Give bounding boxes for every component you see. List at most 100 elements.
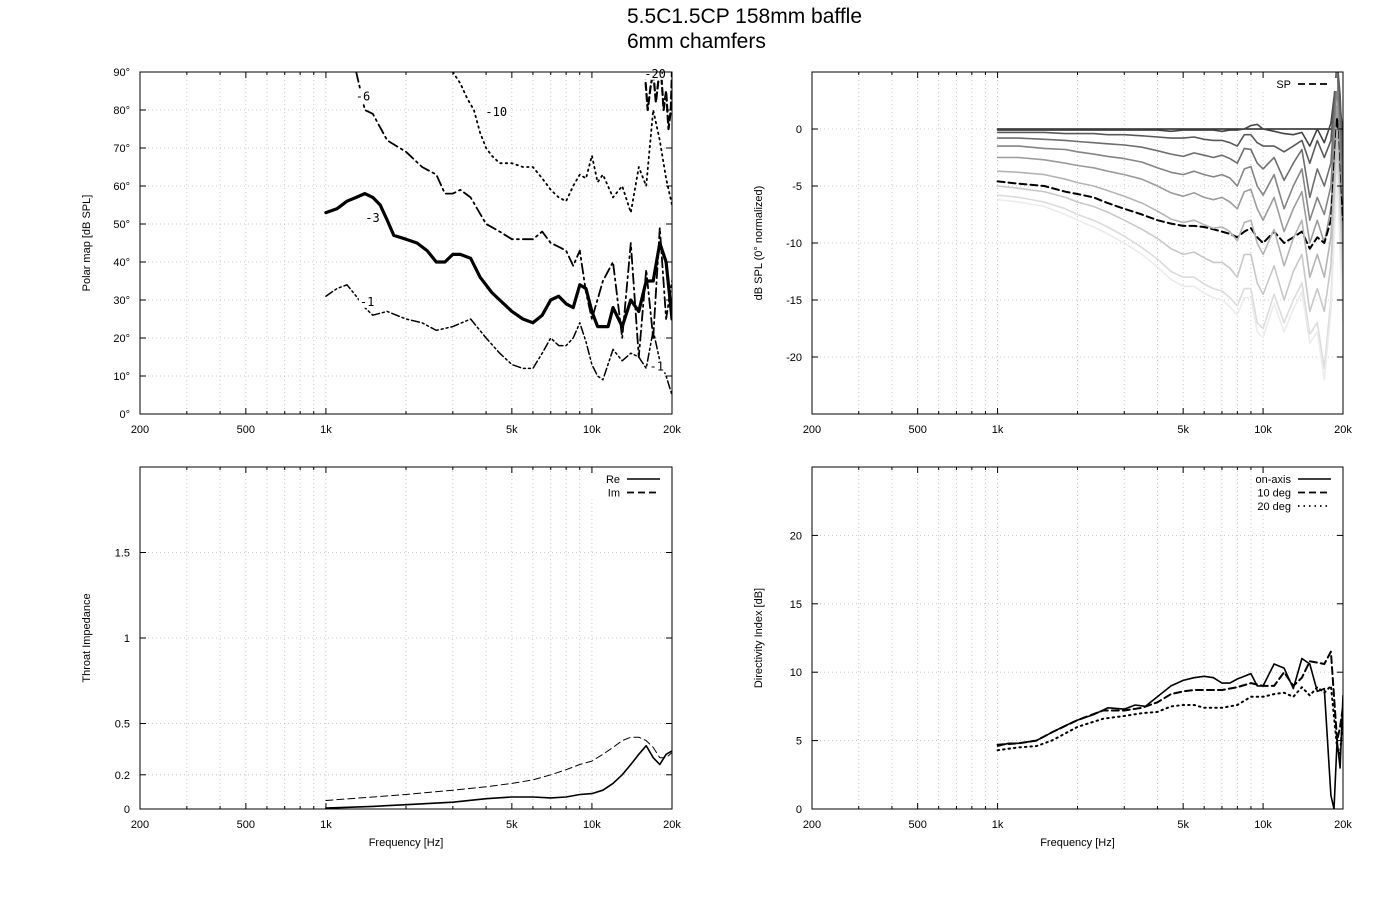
contour-label-bg: [484, 105, 509, 118]
spl-series-SP: [996, 116, 1343, 250]
di-frame: [811, 466, 1344, 810]
impedance-legend: Re Im: [582, 473, 666, 500]
legend-label: 10 deg: [1257, 488, 1291, 500]
x-tick-label: 10k: [583, 424, 601, 436]
x-tick-label: 5k: [506, 819, 518, 831]
contour-label-bg: [648, 360, 666, 373]
legend-label: SP: [1276, 79, 1291, 91]
y-tick-label: 1.5: [115, 548, 130, 560]
y-tick-label: 20°: [113, 333, 130, 345]
y-tick-label: 0: [124, 804, 130, 816]
y-tick-label: 20: [790, 530, 802, 542]
x-tick-label: 5k: [1177, 424, 1189, 436]
x-tick-label: 200: [803, 819, 821, 831]
x-tick-label: 5k: [506, 424, 518, 436]
chart-title-line-1: 5.5C1.5CP 158mm baffle: [627, 5, 863, 28]
x-tick-label: 10k: [583, 819, 601, 831]
spl-series-60: [996, 128, 1343, 278]
spl-series-50: [996, 105, 1343, 244]
polar-frame: [139, 71, 673, 415]
y-tick-label: 80°: [113, 105, 130, 117]
y-tick-label: 5: [796, 736, 802, 748]
x-tick-label: 200: [131, 819, 149, 831]
legend-bg: [582, 473, 666, 486]
spl-series-30: [996, 72, 1343, 199]
y-tick-label: 10: [790, 667, 802, 679]
y-tick-label: 1: [124, 633, 130, 645]
spl-series-80: [996, 162, 1343, 370]
y-tick-label: 60°: [113, 181, 130, 193]
spl-legend: SP: [1253, 78, 1337, 91]
polar-series: [324, 72, 672, 396]
x-tick-label: 5k: [1177, 819, 1189, 831]
impedance-series: [325, 736, 672, 809]
spl-series-10: [996, 72, 1343, 147]
di-series-10 deg: [996, 650, 1343, 746]
y-tick-label: 40°: [113, 257, 130, 269]
x-tick-label: 20k: [663, 424, 681, 436]
contour-label: -1: [650, 359, 664, 373]
spl-series-90: [996, 173, 1343, 381]
x-tick-label: 500: [908, 424, 926, 436]
contour-label: -6: [356, 90, 370, 104]
x-tick-label: 20k: [1334, 819, 1352, 831]
legend-bg: [1253, 78, 1337, 91]
y-tick-label: -10: [786, 238, 802, 250]
contour-label: -10: [485, 105, 507, 119]
di-series: [996, 650, 1343, 809]
x-tick-label: 10k: [1254, 819, 1272, 831]
legend-label: 20 deg: [1257, 501, 1291, 513]
di-chart: 200 500 1k 5k 10k 20k 0 5 10 15 20 Directivity Inde…: [753, 466, 1352, 849]
impedance-x-axis-label: Frequency [Hz]: [369, 837, 444, 849]
spl-y-axis-label: dB SPL (0° normalized): [753, 186, 765, 301]
x-tick-label: 500: [908, 819, 926, 831]
di-series-20 deg: [996, 684, 1343, 756]
polar-series--1: [325, 284, 672, 396]
y-tick-label: 0: [796, 124, 802, 136]
legend-label: Re: [606, 474, 620, 486]
spl-chart: 200 500 1k 5k 10k 20k 0 -5 -10 -15 -20 dB SPL (0° n…: [753, 71, 1352, 436]
x-tick-label: 1k: [320, 819, 332, 831]
legend-bg: [1253, 500, 1337, 513]
polar-chart: -6 -10 -20 -3 -1 -1 200 500 1k 5k 10k 20k 0° 10° 20° 30…: [81, 67, 681, 436]
x-tick-label: 20k: [1334, 424, 1352, 436]
x-tick-label: 500: [237, 424, 255, 436]
di-grid: [812, 467, 1343, 809]
x-tick-label: 200: [803, 424, 821, 436]
contour-label-bg: [354, 90, 372, 103]
impedance-chart: 200 500 1k 5k 10k 20k 0 0.2 0.5 1 1.5 Throat Impeda…: [81, 466, 681, 849]
y-tick-label: 0.5: [115, 719, 130, 731]
y-tick-label: 0: [796, 804, 802, 816]
spl-frame: [811, 71, 1344, 415]
contour-label: -3: [365, 211, 379, 225]
chart-title-line-2: 6mm chamfers: [627, 30, 766, 53]
y-tick-label: -5: [792, 181, 802, 193]
x-tick-label: 500: [237, 819, 255, 831]
polar-series--3: [324, 192, 672, 329]
impedance-series-Re: [325, 744, 672, 809]
legend-bg: [582, 486, 666, 500]
contour-label-bg: [358, 295, 376, 308]
impedance-y-axis-label: Throat Impedance: [81, 593, 93, 682]
di-y-axis-label: Directivity Index [dB]: [753, 588, 765, 688]
legend-bg: [1253, 486, 1337, 500]
spl-series: [996, 72, 1343, 381]
spl-grid: [812, 72, 1343, 414]
y-tick-label: 50°: [113, 219, 130, 231]
y-tick-label: -15: [786, 295, 802, 307]
legend-bg: [1253, 473, 1337, 486]
y-tick-label: 0.2: [115, 770, 130, 782]
spl-series-40: [996, 82, 1343, 221]
polar-grid: [140, 72, 672, 414]
x-tick-label: 200: [131, 424, 149, 436]
legend-label: on-axis: [1256, 474, 1292, 486]
y-tick-label: 70°: [113, 143, 130, 155]
y-tick-label: 90°: [113, 67, 130, 79]
x-tick-label: 20k: [663, 819, 681, 831]
di-x-axis-label: Frequency [Hz]: [1040, 837, 1115, 849]
y-tick-label: 10°: [113, 371, 130, 383]
polar-series--10: [451, 72, 672, 214]
contour-label: -1: [360, 295, 374, 309]
